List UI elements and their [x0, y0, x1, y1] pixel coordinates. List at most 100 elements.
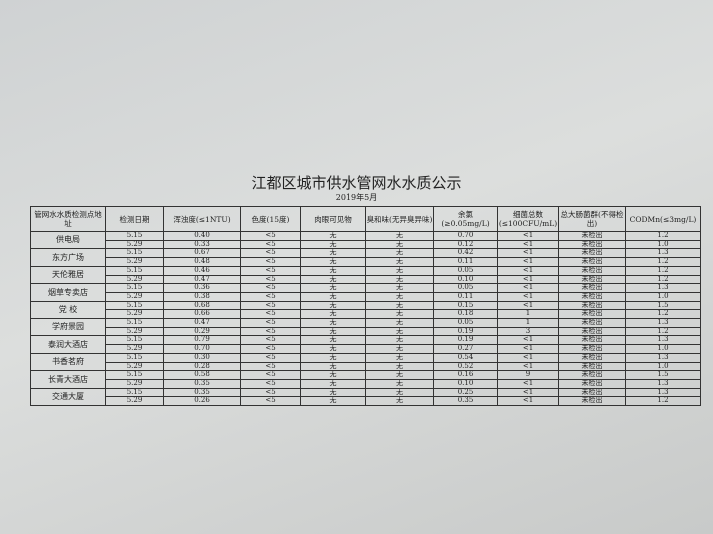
data-cell: 5.15	[105, 370, 164, 380]
data-cell: 0.19	[433, 335, 498, 346]
data-cell: 0.40	[163, 231, 241, 241]
header-row: 管网水水质检测点地址 检测日期 浑浊度(≤1NTU) 色度(15度) 肉眼可见物 臭和味(…	[30, 206, 701, 232]
data-cell: 0.12	[433, 239, 498, 250]
data-row: 学府景园 5.15 0.47 <5 无无 0.05 1 未检出 1.3	[30, 318, 701, 337]
data-cell: <1	[497, 300, 559, 311]
data-cell: 1.0	[625, 291, 701, 302]
data-cell: 0.36	[163, 283, 241, 293]
data-cell: 1.2	[625, 326, 701, 337]
data-cell: 无	[300, 248, 366, 259]
header-cell: 检测日期	[105, 206, 164, 232]
data-cell: <5	[240, 283, 301, 293]
data-cell: 无	[365, 300, 434, 311]
data-cell: 无	[300, 352, 366, 363]
data-cell: 无	[300, 274, 366, 285]
site-cell: 东方广场	[30, 248, 106, 267]
header-cell: 细菌总数(≤100CFU/mL)	[497, 206, 559, 232]
data-cell: <5	[240, 361, 301, 372]
data-cell: 0.66	[163, 309, 241, 320]
data-cell: <5	[240, 387, 301, 398]
data-cell: 0.48	[163, 257, 241, 267]
data-cell: 无	[365, 265, 434, 276]
data-cell: 0.47	[163, 274, 241, 285]
data-cell: <1	[497, 265, 559, 276]
data-cell: 3	[497, 326, 559, 337]
data-cell: <5	[240, 370, 301, 380]
data-cell: <1	[497, 361, 559, 372]
data-cell: <1	[497, 248, 559, 259]
data-cell: 未检出	[558, 265, 626, 276]
data-cell: 0.27	[433, 344, 498, 354]
data-cell: 0.05	[433, 265, 498, 276]
data-cell: 无	[365, 257, 434, 267]
data-cell: <1	[497, 231, 559, 241]
data-cell: 1.3	[625, 352, 701, 363]
data-row: 5.29 0.70 <5 无无 0.27 <1 未检出 1.0	[31, 344, 701, 354]
data-cell: <5	[240, 248, 301, 259]
site-cell: 党 校	[30, 300, 106, 320]
data-cell: 无	[300, 370, 366, 380]
data-cell: 0.70	[433, 231, 498, 241]
data-cell: <5	[240, 239, 301, 250]
data-cell: 未检出	[558, 370, 626, 380]
data-cell: 无	[365, 387, 434, 398]
table-header: 管网水水质检测点地址 检测日期 浑浊度(≤1NTU) 色度(15度) 肉眼可见物 臭和味(…	[30, 206, 701, 232]
data-cell: 5.15	[105, 231, 164, 241]
data-cell: <5	[240, 352, 301, 363]
data-cell: 无	[300, 344, 366, 354]
data-row: 交通大厦 5.15 0.35 <5 无无 0.25 <1 未检出 1.3	[30, 387, 701, 407]
data-row: 5.29 0.38 <5 无无 0.11 <1 未检出 1.0	[31, 291, 701, 302]
data-cell: 无	[300, 335, 366, 346]
data-cell: 无	[365, 370, 434, 380]
data-cell: 0.15	[433, 300, 498, 311]
data-cell: 无	[300, 300, 366, 311]
data-cell: 1.0	[625, 361, 701, 372]
data-cell: 5.29	[105, 361, 164, 372]
data-cell: 5.15	[105, 352, 164, 363]
data-row: 东方广场 5.15 0.67 <5 无无 0.42 <1 未检出 1.3	[30, 248, 701, 267]
data-cell: 无	[365, 318, 434, 328]
header-cell: 色度(15度)	[240, 206, 301, 232]
data-cell: 1.2	[625, 231, 701, 241]
data-cell: 未检出	[558, 283, 626, 293]
data-cell: 无	[300, 309, 366, 320]
data-cell: 无	[365, 378, 434, 389]
data-cell: <5	[240, 309, 301, 320]
site-cell: 学府景园	[30, 318, 106, 337]
data-cell: 未检出	[558, 378, 626, 389]
quality-table: 管网水水质检测点地址 检测日期 浑浊度(≤1NTU) 色度(15度) 肉眼可见物 臭和味(…	[30, 206, 701, 407]
data-cell: 5.15	[105, 318, 164, 328]
data-cell: <5	[240, 326, 301, 337]
data-cell: 无	[300, 378, 366, 389]
data-cell: 1.3	[625, 378, 701, 389]
data-cell: 1.3	[625, 318, 701, 328]
data-row: 5.29 0.26 <5 无无 0.35 <1 未检出 1.2	[31, 396, 701, 407]
subtitle: 2019年5月	[335, 193, 378, 202]
data-cell: <5	[240, 291, 301, 302]
data-cell: <5	[240, 231, 301, 241]
data-cell: 1.0	[625, 239, 701, 250]
data-cell: 未检出	[558, 274, 626, 285]
data-cell: 0.35	[163, 387, 241, 398]
data-cell: 1.3	[625, 335, 701, 346]
header-cell: 管网水水质检测点地址	[30, 206, 106, 232]
data-cell: 0.05	[433, 318, 498, 328]
data-row: 5.29 0.66 <5 无无 0.18 1 未检出 1.2	[31, 309, 701, 320]
data-cell: <5	[240, 378, 301, 389]
data-cell: 0.30	[163, 352, 241, 363]
data-cell: <5	[240, 396, 301, 407]
data-cell: 未检出	[558, 239, 626, 250]
data-cell: 9	[497, 370, 559, 380]
data-cell: 未检出	[558, 344, 626, 354]
data-cell: 未检出	[558, 300, 626, 311]
header-cell: 总大肠菌群(不得检出)	[558, 206, 626, 232]
data-cell: <5	[240, 257, 301, 267]
data-cell: 未检出	[558, 335, 626, 346]
data-cell: 0.18	[433, 309, 498, 320]
data-cell: 0.33	[163, 239, 241, 250]
data-cell: <1	[497, 283, 559, 293]
data-cell: 5.29	[105, 291, 164, 302]
data-cell: 0.26	[163, 396, 241, 407]
data-cell: 未检出	[558, 318, 626, 328]
data-cell: <1	[497, 291, 559, 302]
